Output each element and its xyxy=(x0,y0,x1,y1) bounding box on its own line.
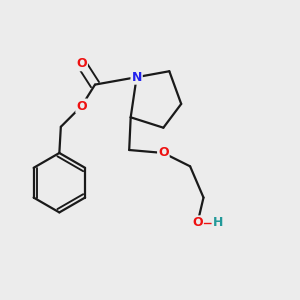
Text: O: O xyxy=(158,146,169,160)
Text: H: H xyxy=(213,216,223,229)
Text: O: O xyxy=(76,57,87,70)
Text: O: O xyxy=(76,100,87,112)
Text: N: N xyxy=(131,71,142,84)
Text: O: O xyxy=(192,216,203,229)
